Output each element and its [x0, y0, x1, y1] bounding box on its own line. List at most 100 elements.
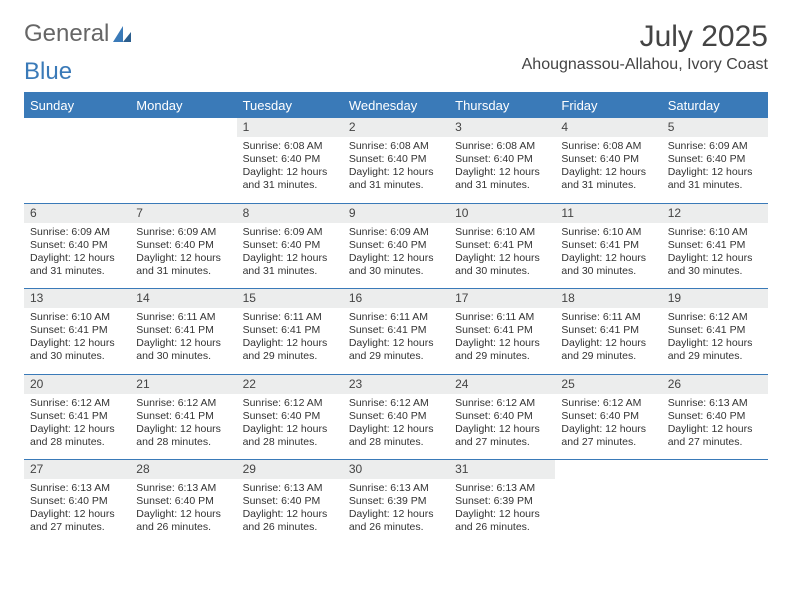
sunrise-text: Sunrise: 6:12 AM — [349, 397, 443, 410]
day-info-cell: Sunrise: 6:12 AMSunset: 6:41 PMDaylight:… — [662, 308, 768, 374]
daylight-text: Daylight: 12 hours and 30 minutes. — [668, 252, 762, 278]
day-number-cell: 31 — [449, 460, 555, 480]
sunset-text: Sunset: 6:41 PM — [30, 324, 124, 337]
daynum-row: 13141516171819 — [24, 289, 768, 309]
day-number-cell: 6 — [24, 203, 130, 223]
day-number-cell: 1 — [237, 118, 343, 138]
sunrise-text: Sunrise: 6:12 AM — [561, 397, 655, 410]
daylight-text: Daylight: 12 hours and 29 minutes. — [349, 337, 443, 363]
daylight-text: Daylight: 12 hours and 27 minutes. — [561, 423, 655, 449]
weekday-header: Wednesday — [343, 94, 449, 118]
daylight-text: Daylight: 12 hours and 31 minutes. — [455, 166, 549, 192]
day-info-cell: Sunrise: 6:08 AMSunset: 6:40 PMDaylight:… — [343, 137, 449, 203]
day-info-cell — [130, 137, 236, 203]
daylight-text: Daylight: 12 hours and 31 minutes. — [349, 166, 443, 192]
sunrise-text: Sunrise: 6:13 AM — [136, 482, 230, 495]
day-number-cell: 8 — [237, 203, 343, 223]
day-number-cell: 15 — [237, 289, 343, 309]
sunset-text: Sunset: 6:40 PM — [668, 410, 762, 423]
sunset-text: Sunset: 6:40 PM — [243, 410, 337, 423]
day-number-cell: 22 — [237, 374, 343, 394]
weekday-header: Tuesday — [237, 94, 343, 118]
day-number-cell: 13 — [24, 289, 130, 309]
sunrise-text: Sunrise: 6:12 AM — [136, 397, 230, 410]
day-info-cell: Sunrise: 6:11 AMSunset: 6:41 PMDaylight:… — [449, 308, 555, 374]
day-info-cell: Sunrise: 6:09 AMSunset: 6:40 PMDaylight:… — [343, 223, 449, 289]
daynum-row: 20212223242526 — [24, 374, 768, 394]
sunrise-text: Sunrise: 6:12 AM — [243, 397, 337, 410]
day-number-cell: 18 — [555, 289, 661, 309]
sunset-text: Sunset: 6:41 PM — [668, 324, 762, 337]
day-number-cell: 9 — [343, 203, 449, 223]
day-info-cell — [24, 137, 130, 203]
sunrise-text: Sunrise: 6:12 AM — [455, 397, 549, 410]
sunset-text: Sunset: 6:40 PM — [136, 239, 230, 252]
day-number-cell: 16 — [343, 289, 449, 309]
sunset-text: Sunset: 6:40 PM — [243, 239, 337, 252]
day-number-cell: 11 — [555, 203, 661, 223]
daylight-text: Daylight: 12 hours and 30 minutes. — [349, 252, 443, 278]
sunset-text: Sunset: 6:40 PM — [455, 153, 549, 166]
day-info-cell: Sunrise: 6:11 AMSunset: 6:41 PMDaylight:… — [130, 308, 236, 374]
day-number-cell: 2 — [343, 118, 449, 138]
calendar-header-row: SundayMondayTuesdayWednesdayThursdayFrid… — [24, 94, 768, 118]
info-row: Sunrise: 6:12 AMSunset: 6:41 PMDaylight:… — [24, 394, 768, 460]
sunrise-text: Sunrise: 6:13 AM — [455, 482, 549, 495]
day-number-cell: 7 — [130, 203, 236, 223]
day-number-cell: 26 — [662, 374, 768, 394]
day-number-cell: 17 — [449, 289, 555, 309]
info-row: Sunrise: 6:09 AMSunset: 6:40 PMDaylight:… — [24, 223, 768, 289]
sunrise-text: Sunrise: 6:09 AM — [243, 226, 337, 239]
daylight-text: Daylight: 12 hours and 29 minutes. — [455, 337, 549, 363]
weekday-header: Thursday — [449, 94, 555, 118]
sunset-text: Sunset: 6:40 PM — [668, 153, 762, 166]
sunset-text: Sunset: 6:41 PM — [136, 324, 230, 337]
day-info-cell: Sunrise: 6:08 AMSunset: 6:40 PMDaylight:… — [555, 137, 661, 203]
day-number-cell: 25 — [555, 374, 661, 394]
sunrise-text: Sunrise: 6:09 AM — [30, 226, 124, 239]
day-number-cell: 12 — [662, 203, 768, 223]
sunrise-text: Sunrise: 6:10 AM — [30, 311, 124, 324]
sunrise-text: Sunrise: 6:13 AM — [243, 482, 337, 495]
day-info-cell: Sunrise: 6:11 AMSunset: 6:41 PMDaylight:… — [237, 308, 343, 374]
month-title: July 2025 — [522, 20, 768, 54]
sunrise-text: Sunrise: 6:11 AM — [561, 311, 655, 324]
sunrise-text: Sunrise: 6:10 AM — [561, 226, 655, 239]
info-row: Sunrise: 6:08 AMSunset: 6:40 PMDaylight:… — [24, 137, 768, 203]
info-row: Sunrise: 6:13 AMSunset: 6:40 PMDaylight:… — [24, 479, 768, 545]
sunrise-text: Sunrise: 6:12 AM — [30, 397, 124, 410]
daylight-text: Daylight: 12 hours and 26 minutes. — [243, 508, 337, 534]
day-info-cell: Sunrise: 6:08 AMSunset: 6:40 PMDaylight:… — [449, 137, 555, 203]
day-info-cell: Sunrise: 6:12 AMSunset: 6:40 PMDaylight:… — [343, 394, 449, 460]
day-number-cell: 10 — [449, 203, 555, 223]
sunset-text: Sunset: 6:41 PM — [455, 239, 549, 252]
sunset-text: Sunset: 6:40 PM — [561, 153, 655, 166]
daylight-text: Daylight: 12 hours and 26 minutes. — [455, 508, 549, 534]
sunrise-text: Sunrise: 6:09 AM — [668, 140, 762, 153]
day-number-cell: 3 — [449, 118, 555, 138]
sunrise-text: Sunrise: 6:08 AM — [349, 140, 443, 153]
sunset-text: Sunset: 6:40 PM — [349, 239, 443, 252]
day-info-cell: Sunrise: 6:10 AMSunset: 6:41 PMDaylight:… — [662, 223, 768, 289]
logo-text-blue: Blue — [24, 58, 72, 86]
daylight-text: Daylight: 12 hours and 31 minutes. — [561, 166, 655, 192]
day-info-cell: Sunrise: 6:09 AMSunset: 6:40 PMDaylight:… — [130, 223, 236, 289]
daynum-row: 2728293031 — [24, 460, 768, 480]
title-block: July 2025 Ahougnassou-Allahou, Ivory Coa… — [522, 20, 768, 74]
day-info-cell: Sunrise: 6:12 AMSunset: 6:40 PMDaylight:… — [555, 394, 661, 460]
location-text: Ahougnassou-Allahou, Ivory Coast — [522, 56, 768, 74]
sunset-text: Sunset: 6:40 PM — [349, 153, 443, 166]
daylight-text: Daylight: 12 hours and 31 minutes. — [243, 252, 337, 278]
day-info-cell: Sunrise: 6:12 AMSunset: 6:41 PMDaylight:… — [24, 394, 130, 460]
sunrise-text: Sunrise: 6:08 AM — [561, 140, 655, 153]
day-number-cell: 30 — [343, 460, 449, 480]
daylight-text: Daylight: 12 hours and 28 minutes. — [243, 423, 337, 449]
day-number-cell: 20 — [24, 374, 130, 394]
daylight-text: Daylight: 12 hours and 26 minutes. — [349, 508, 443, 534]
sunset-text: Sunset: 6:41 PM — [561, 324, 655, 337]
sunset-text: Sunset: 6:41 PM — [30, 410, 124, 423]
day-info-cell: Sunrise: 6:12 AMSunset: 6:41 PMDaylight:… — [130, 394, 236, 460]
sunrise-text: Sunrise: 6:11 AM — [455, 311, 549, 324]
day-number-cell: 5 — [662, 118, 768, 138]
day-info-cell: Sunrise: 6:13 AMSunset: 6:39 PMDaylight:… — [343, 479, 449, 545]
